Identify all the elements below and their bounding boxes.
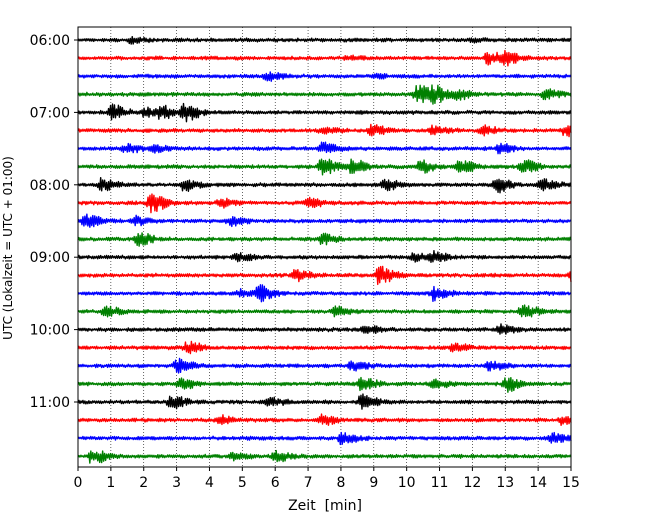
x-tick-label: 14 xyxy=(529,475,547,491)
x-tick-label: 8 xyxy=(336,475,345,491)
y-tick-label: 06:00 xyxy=(30,33,70,49)
x-tick-label: 10 xyxy=(398,475,416,491)
y-tick-label: 08:00 xyxy=(30,178,70,194)
x-tick-label: 5 xyxy=(238,475,247,491)
x-tick-label: 13 xyxy=(496,475,514,491)
x-tick-label: 9 xyxy=(369,475,378,491)
x-tick-label: 0 xyxy=(74,475,83,491)
y-tick-label: 07:00 xyxy=(30,105,70,121)
y-tick-label: 10:00 xyxy=(30,323,70,339)
x-tick-label: 15 xyxy=(562,475,580,491)
x-tick-label: 4 xyxy=(205,475,214,491)
x-axis-label: Zeit [min] xyxy=(288,498,362,514)
x-tick-label: 3 xyxy=(172,475,181,491)
y-tick-label: 09:00 xyxy=(30,250,70,266)
y-tick-label: 11:00 xyxy=(30,395,70,411)
x-tick-label: 2 xyxy=(139,475,148,491)
y-axis-label: UTC (Lokalzeit = UTC + 01:00) xyxy=(1,156,15,340)
x-tick-label: 11 xyxy=(431,475,449,491)
x-tick-label: 1 xyxy=(106,475,115,491)
x-tick-label: 12 xyxy=(463,475,481,491)
x-tick-label: 6 xyxy=(271,475,280,491)
x-tick-label: 7 xyxy=(304,475,313,491)
